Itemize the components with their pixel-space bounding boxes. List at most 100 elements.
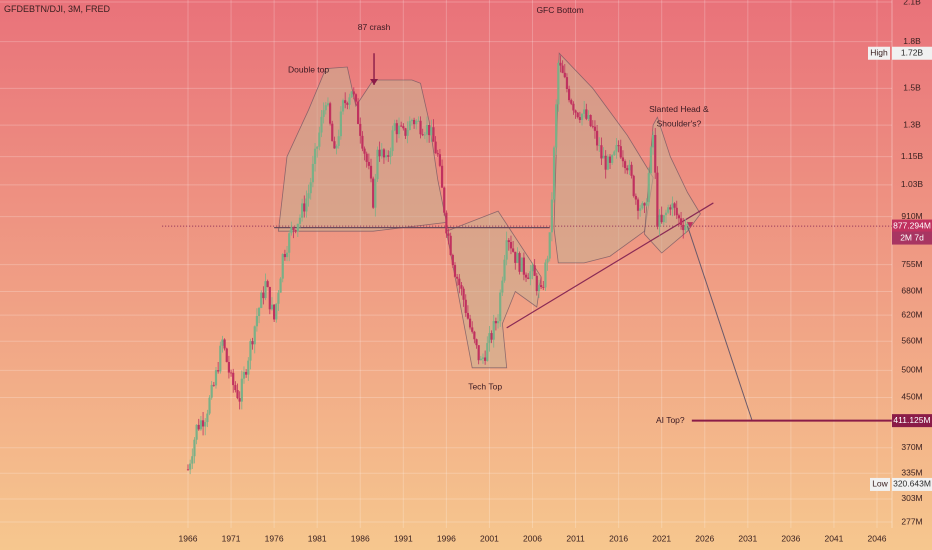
- candle-body: [600, 145, 603, 159]
- candle: [677, 213, 681, 226]
- candle: [443, 186, 446, 216]
- candle-body: [339, 111, 342, 137]
- candle: [208, 395, 211, 416]
- candle: [550, 192, 553, 242]
- candle: [361, 131, 364, 152]
- candle-body: [630, 164, 633, 176]
- candle-body: [660, 214, 663, 223]
- candle: [568, 85, 571, 103]
- candle-body: [466, 312, 470, 319]
- candle: [593, 120, 597, 139]
- candle: [193, 437, 196, 464]
- candle: [585, 103, 588, 121]
- candle-body: [240, 378, 243, 402]
- candle-body: [628, 164, 631, 171]
- candle: [359, 117, 362, 144]
- candle-body: [686, 223, 689, 227]
- candle-body: [583, 109, 586, 114]
- candle: [384, 149, 388, 161]
- crash-arrow-head: [370, 78, 379, 85]
- low-tag: Low: [872, 479, 888, 489]
- candle: [473, 330, 476, 344]
- candle-body: [425, 125, 429, 135]
- candle: [669, 204, 672, 216]
- candle: [247, 357, 250, 381]
- candle-body: [675, 207, 678, 216]
- candle: [311, 155, 314, 188]
- candle: [580, 113, 584, 126]
- candle: [335, 144, 338, 155]
- candle-body: [214, 370, 218, 386]
- candle-body: [664, 212, 668, 216]
- candle: [206, 409, 209, 428]
- candle-body: [563, 72, 566, 78]
- candle: [260, 290, 263, 309]
- candle-body: [501, 280, 504, 293]
- candle-body: [684, 226, 687, 231]
- candle: [367, 153, 370, 170]
- candle: [600, 137, 603, 166]
- candle-body: [432, 127, 435, 142]
- candle: [447, 228, 450, 245]
- candle-body: [268, 286, 271, 310]
- ai-top-label-text: 411.125M: [893, 415, 930, 425]
- candle: [378, 141, 381, 162]
- candle-body: [421, 134, 424, 136]
- candle-body: [451, 255, 454, 266]
- candle: [673, 202, 676, 216]
- candle: [212, 381, 215, 387]
- candle: [440, 159, 444, 188]
- candle-body: [615, 145, 618, 152]
- candle: [397, 117, 401, 139]
- candle: [679, 212, 683, 230]
- candle-body: [440, 165, 444, 188]
- candle: [296, 223, 299, 237]
- candle-body: [410, 119, 414, 122]
- candle: [419, 116, 422, 139]
- candle: [232, 368, 235, 393]
- candle-body: [656, 172, 659, 227]
- candle: [408, 116, 411, 131]
- candle-body: [255, 315, 258, 327]
- candle-body: [369, 165, 373, 179]
- candle-body: [193, 439, 196, 457]
- annotation-ai-top: AI Top?: [656, 415, 685, 425]
- candle: [376, 146, 379, 183]
- candle: [395, 119, 398, 143]
- y-tick-label: 303M: [901, 493, 922, 503]
- candle-body: [374, 179, 377, 208]
- y-tick-label: 277M: [901, 516, 922, 526]
- candle: [324, 101, 327, 115]
- candle-body: [462, 288, 465, 300]
- candle: [456, 274, 459, 287]
- candle-body: [626, 168, 629, 171]
- candle: [518, 251, 521, 275]
- candle-body: [311, 163, 314, 183]
- candle-body: [576, 112, 579, 118]
- candle-body: [518, 253, 521, 272]
- candle-body: [223, 339, 226, 349]
- candle: [391, 125, 394, 156]
- candle: [318, 126, 321, 151]
- y-tick-label: 450M: [901, 392, 922, 402]
- candle-body: [544, 262, 547, 288]
- candle-body: [602, 155, 605, 159]
- candle-body: [294, 230, 297, 232]
- candle: [540, 277, 543, 290]
- candle: [654, 127, 657, 179]
- candle: [634, 193, 637, 205]
- candle: [195, 424, 198, 445]
- candle-body: [505, 240, 508, 260]
- candle: [219, 341, 222, 374]
- candle-body: [471, 327, 474, 332]
- annotation-tech-top: Tech Top: [468, 382, 502, 392]
- candle-body: [400, 125, 403, 127]
- candle: [417, 116, 420, 122]
- candle-body: [376, 149, 379, 180]
- y-tick-label: 2.1B: [903, 0, 921, 6]
- candle: [630, 161, 633, 179]
- candle-body: [363, 148, 366, 154]
- candle: [496, 314, 500, 329]
- candle-body: [350, 91, 353, 98]
